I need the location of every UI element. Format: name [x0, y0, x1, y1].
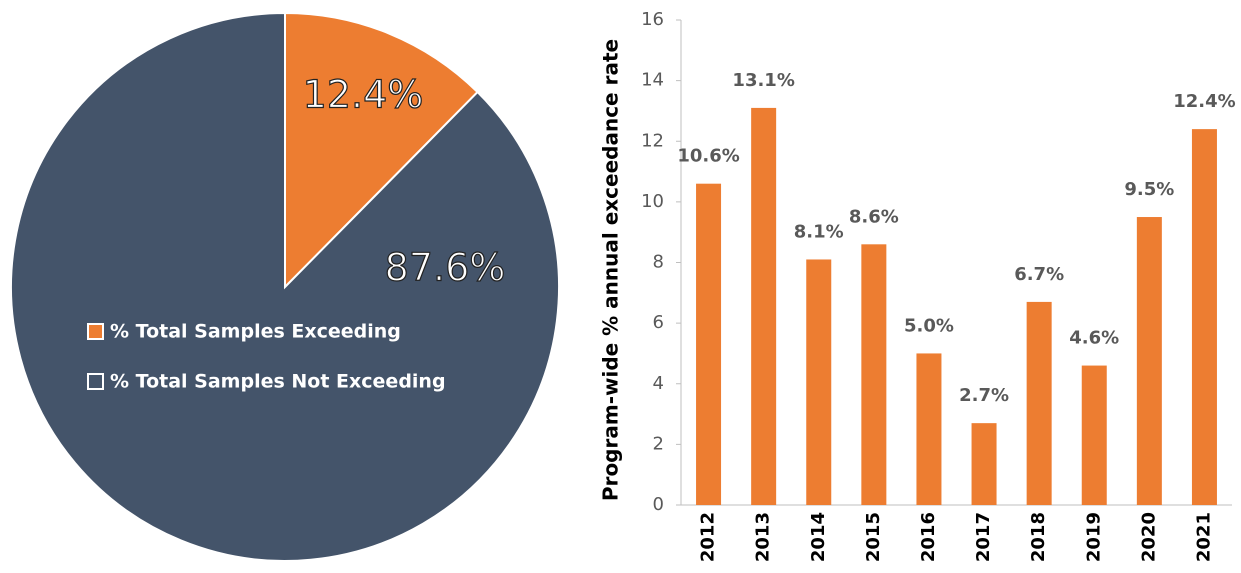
legend-label: % Total Samples Not Exceeding: [110, 371, 446, 393]
pie-slice: [284, 11, 479, 290]
x-tick-label: 2021: [1193, 512, 1214, 562]
bar: [916, 353, 942, 505]
y-tick-label: 16: [641, 9, 664, 30]
bar: [696, 183, 722, 505]
x-tick-label: 2016: [918, 512, 939, 562]
y-tick-label: 12: [641, 130, 664, 151]
data-label: 9.5%: [1124, 179, 1174, 200]
data-label: 6.7%: [1014, 264, 1064, 285]
data-label: 4.6%: [1069, 328, 1119, 349]
bar: [1081, 365, 1107, 505]
y-tick-label: 14: [641, 70, 664, 91]
y-tick-label: 10: [641, 191, 664, 212]
y-axis-label: Program-wide % annual exceedance rate: [599, 39, 623, 501]
x-tick-label: 2019: [1083, 512, 1104, 562]
y-tick-label: 4: [653, 373, 664, 394]
y-tick-label: 6: [653, 312, 664, 333]
bar: [1136, 217, 1162, 505]
legend-swatch: [87, 373, 104, 390]
data-label: 13.1%: [732, 70, 794, 91]
x-tick-label: 2012: [698, 512, 719, 562]
bar: [806, 259, 832, 505]
bar: [1026, 301, 1052, 505]
data-label: 2.7%: [959, 385, 1009, 406]
x-tick-label: 2014: [808, 512, 829, 562]
bar: [751, 107, 777, 505]
x-tick-label: 2017: [973, 512, 994, 562]
bar: [1191, 129, 1217, 505]
data-label: 87.6%: [385, 246, 506, 290]
bar: [971, 423, 997, 505]
bar: [861, 244, 887, 505]
data-label: 12.4%: [1173, 91, 1235, 112]
data-label: 8.1%: [794, 221, 844, 242]
y-tick-label: 0: [653, 494, 664, 515]
legend-swatch: [87, 323, 104, 340]
x-tick-label: 2020: [1138, 512, 1159, 562]
x-tick-label: 2018: [1028, 512, 1049, 562]
y-tick-label: 2: [653, 433, 664, 454]
y-tick-label: 8: [653, 252, 664, 273]
x-tick-label: 2015: [863, 512, 884, 562]
data-label: 5.0%: [904, 315, 954, 336]
data-label: 12.4%: [303, 73, 424, 117]
data-label: 8.6%: [849, 206, 899, 227]
data-label: 10.6%: [677, 146, 739, 167]
legend-label: % Total Samples Exceeding: [110, 321, 401, 343]
pie-slice: [10, 11, 560, 562]
x-tick-label: 2013: [753, 512, 774, 562]
